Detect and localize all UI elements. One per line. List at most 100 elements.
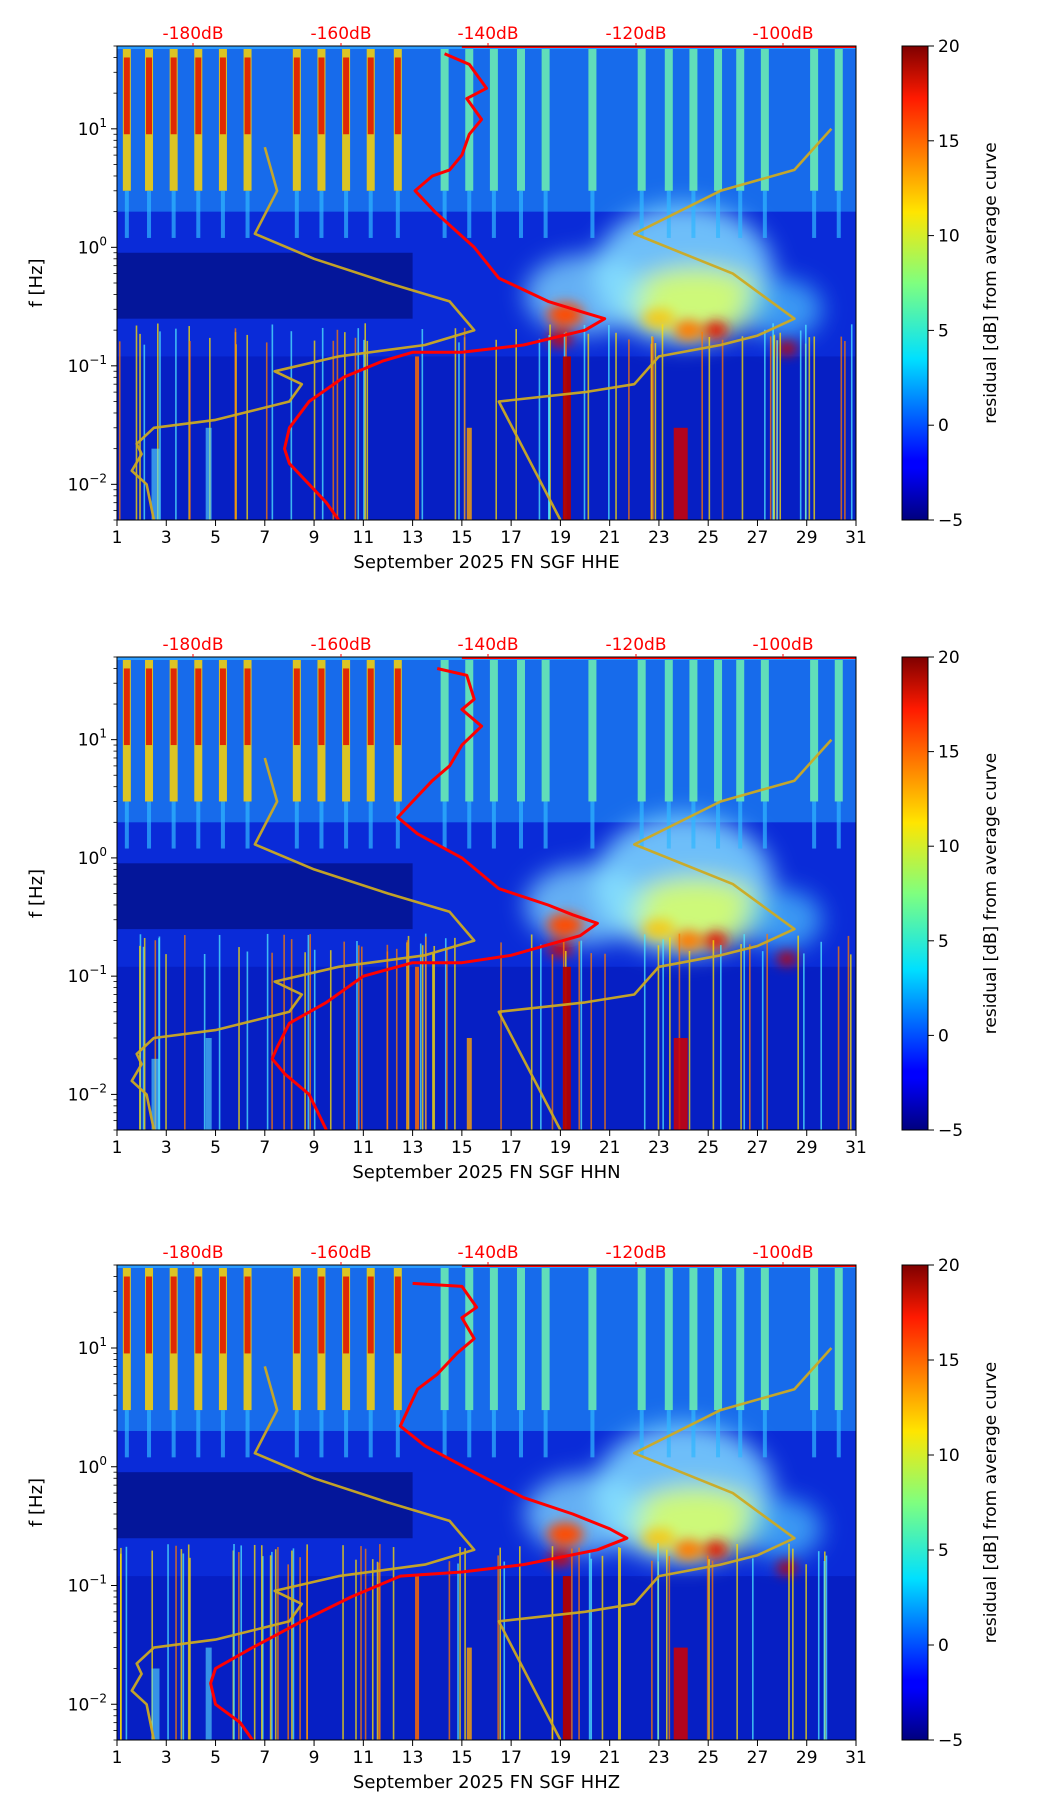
colorbar-gradient bbox=[901, 656, 929, 1131]
x-tick-label: 15 bbox=[451, 1748, 473, 1768]
colorbar-tick-label: −5 bbox=[938, 511, 963, 531]
colorbar-tick-label: 10 bbox=[938, 837, 960, 857]
x-tick-label: 31 bbox=[845, 1748, 867, 1768]
colorbar-tick-label: −5 bbox=[938, 1121, 963, 1141]
x-tick-label: 17 bbox=[500, 1748, 522, 1768]
x-tick-label: 29 bbox=[796, 1138, 818, 1158]
x-tick-label: 5 bbox=[210, 1748, 221, 1768]
colorbar-tick-label: 15 bbox=[938, 132, 960, 152]
top-axis-label: -160dB bbox=[310, 1243, 371, 1263]
x-tick-label: 5 bbox=[210, 528, 221, 548]
x-tick-label: 27 bbox=[747, 1748, 769, 1768]
colorbar: 20 15 10 5 0 −5 residual [dB] from average cur… bbox=[901, 37, 1001, 531]
top-axis-label: -140dB bbox=[457, 1243, 518, 1263]
red-curve bbox=[209, 1281, 629, 1740]
colorbar-tick-label: 20 bbox=[938, 37, 960, 57]
x-tick-label: 7 bbox=[259, 1138, 270, 1158]
x-tick-label: 19 bbox=[550, 528, 572, 548]
y-axis-label: f [Hz] bbox=[26, 1478, 47, 1527]
colorbar-tick-label: 15 bbox=[938, 1351, 960, 1371]
colorbar-gradient bbox=[901, 45, 929, 521]
colorbar-label: residual [dB] from average curve bbox=[981, 142, 1001, 423]
x-tick-label: 11 bbox=[353, 1138, 375, 1158]
y-tick-label: 101 bbox=[78, 727, 107, 751]
x-tick-label: 23 bbox=[648, 1748, 670, 1768]
red-curve bbox=[283, 52, 607, 520]
red-curve bbox=[270, 667, 599, 1130]
x-tick-label: 29 bbox=[796, 528, 818, 548]
x-tick-label: 27 bbox=[747, 1138, 769, 1158]
x-axis-label: September 2025 FN SGF HHE bbox=[353, 552, 619, 573]
x-tick-label: 7 bbox=[259, 528, 270, 548]
top-axis-label: -180dB bbox=[162, 1243, 223, 1263]
top-axis-label: -100dB bbox=[752, 24, 813, 44]
x-tick-label: 5 bbox=[210, 1138, 221, 1158]
y-tick-label: 10−1 bbox=[68, 353, 107, 377]
colorbar-tick-label: 0 bbox=[938, 1026, 949, 1046]
x-tick-label: 9 bbox=[309, 1138, 320, 1158]
x-tick-label: 7 bbox=[259, 1748, 270, 1768]
x-tick-label: 27 bbox=[747, 528, 769, 548]
x-tick-label: 31 bbox=[845, 528, 867, 548]
x-tick-label: 29 bbox=[796, 1748, 818, 1768]
x-tick-label: 1 bbox=[112, 528, 123, 548]
spectrogram-image bbox=[117, 46, 856, 520]
y-axis-label: f [Hz] bbox=[26, 258, 47, 307]
x-tick-label: 31 bbox=[845, 1138, 867, 1158]
y-tick-label: 100 bbox=[78, 1454, 107, 1478]
x-tick-label: 23 bbox=[648, 1138, 670, 1158]
colorbar-tick-label: 0 bbox=[938, 1636, 949, 1656]
colorbar-tick-label: 20 bbox=[938, 648, 960, 668]
y-axis-label: f [Hz] bbox=[26, 869, 47, 918]
top-axis-label: -180dB bbox=[162, 635, 223, 655]
colorbar: 20 15 10 5 0 −5 residual [dB] from average cur… bbox=[901, 648, 1001, 1141]
y-tick-label: 10−1 bbox=[68, 1573, 107, 1597]
x-tick-label: 13 bbox=[402, 1138, 424, 1158]
spectrogram-image bbox=[117, 1265, 856, 1740]
x-tick-label: 3 bbox=[161, 528, 172, 548]
colorbar-tick-label: −5 bbox=[938, 1731, 963, 1751]
top-axis-label: -140dB bbox=[457, 635, 518, 655]
x-axis-label: September 2025 FN SGF HHN bbox=[352, 1162, 620, 1183]
top-axis-label: -120dB bbox=[605, 24, 666, 44]
yellow-curve bbox=[130, 146, 476, 520]
y-tick-label: 10−2 bbox=[68, 1081, 107, 1105]
x-tick-label: 19 bbox=[550, 1138, 572, 1158]
y-tick-label: 100 bbox=[78, 234, 107, 258]
colorbar: 20 15 10 5 0 −5 residual [dB] from average cur… bbox=[901, 1256, 1001, 1751]
top-axis-label: -180dB bbox=[162, 24, 223, 44]
top-axis-label: -100dB bbox=[752, 635, 813, 655]
x-tick-label: 15 bbox=[451, 528, 473, 548]
x-tick-label: 21 bbox=[599, 1748, 621, 1768]
colorbar-tick-label: 10 bbox=[938, 1446, 960, 1466]
x-tick-label: 3 bbox=[161, 1748, 172, 1768]
x-tick-label: 19 bbox=[550, 1748, 572, 1768]
colorbar-label: residual [dB] from average curve bbox=[981, 1362, 1001, 1643]
colorbar-tick-label: 5 bbox=[938, 932, 949, 952]
y-tick-label: 101 bbox=[78, 1335, 107, 1359]
x-tick-label: 21 bbox=[599, 528, 621, 548]
x-tick-label: 23 bbox=[648, 528, 670, 548]
x-tick-label: 25 bbox=[697, 1748, 719, 1768]
x-tick-label: 9 bbox=[309, 1748, 320, 1768]
yellow-curve bbox=[497, 738, 833, 1130]
x-tick-label: 11 bbox=[353, 528, 375, 548]
colorbar-tick-label: 0 bbox=[938, 416, 949, 436]
colorbar-tick-label: 20 bbox=[938, 1256, 960, 1276]
x-tick-label: 17 bbox=[500, 1138, 522, 1158]
x-tick-label: 17 bbox=[500, 528, 522, 548]
y-tick-label: 10−2 bbox=[68, 471, 107, 495]
yellow-curve bbox=[497, 127, 833, 520]
x-tick-label: 21 bbox=[599, 1138, 621, 1158]
spectrogram-image bbox=[117, 657, 856, 1130]
colorbar-tick-label: 5 bbox=[938, 321, 949, 341]
yellow-curve bbox=[497, 1347, 833, 1740]
x-tick-label: 15 bbox=[451, 1138, 473, 1158]
x-tick-label: 9 bbox=[309, 528, 320, 548]
top-axis-label: -120dB bbox=[605, 1243, 666, 1263]
y-tick-label: 10−1 bbox=[68, 963, 107, 987]
